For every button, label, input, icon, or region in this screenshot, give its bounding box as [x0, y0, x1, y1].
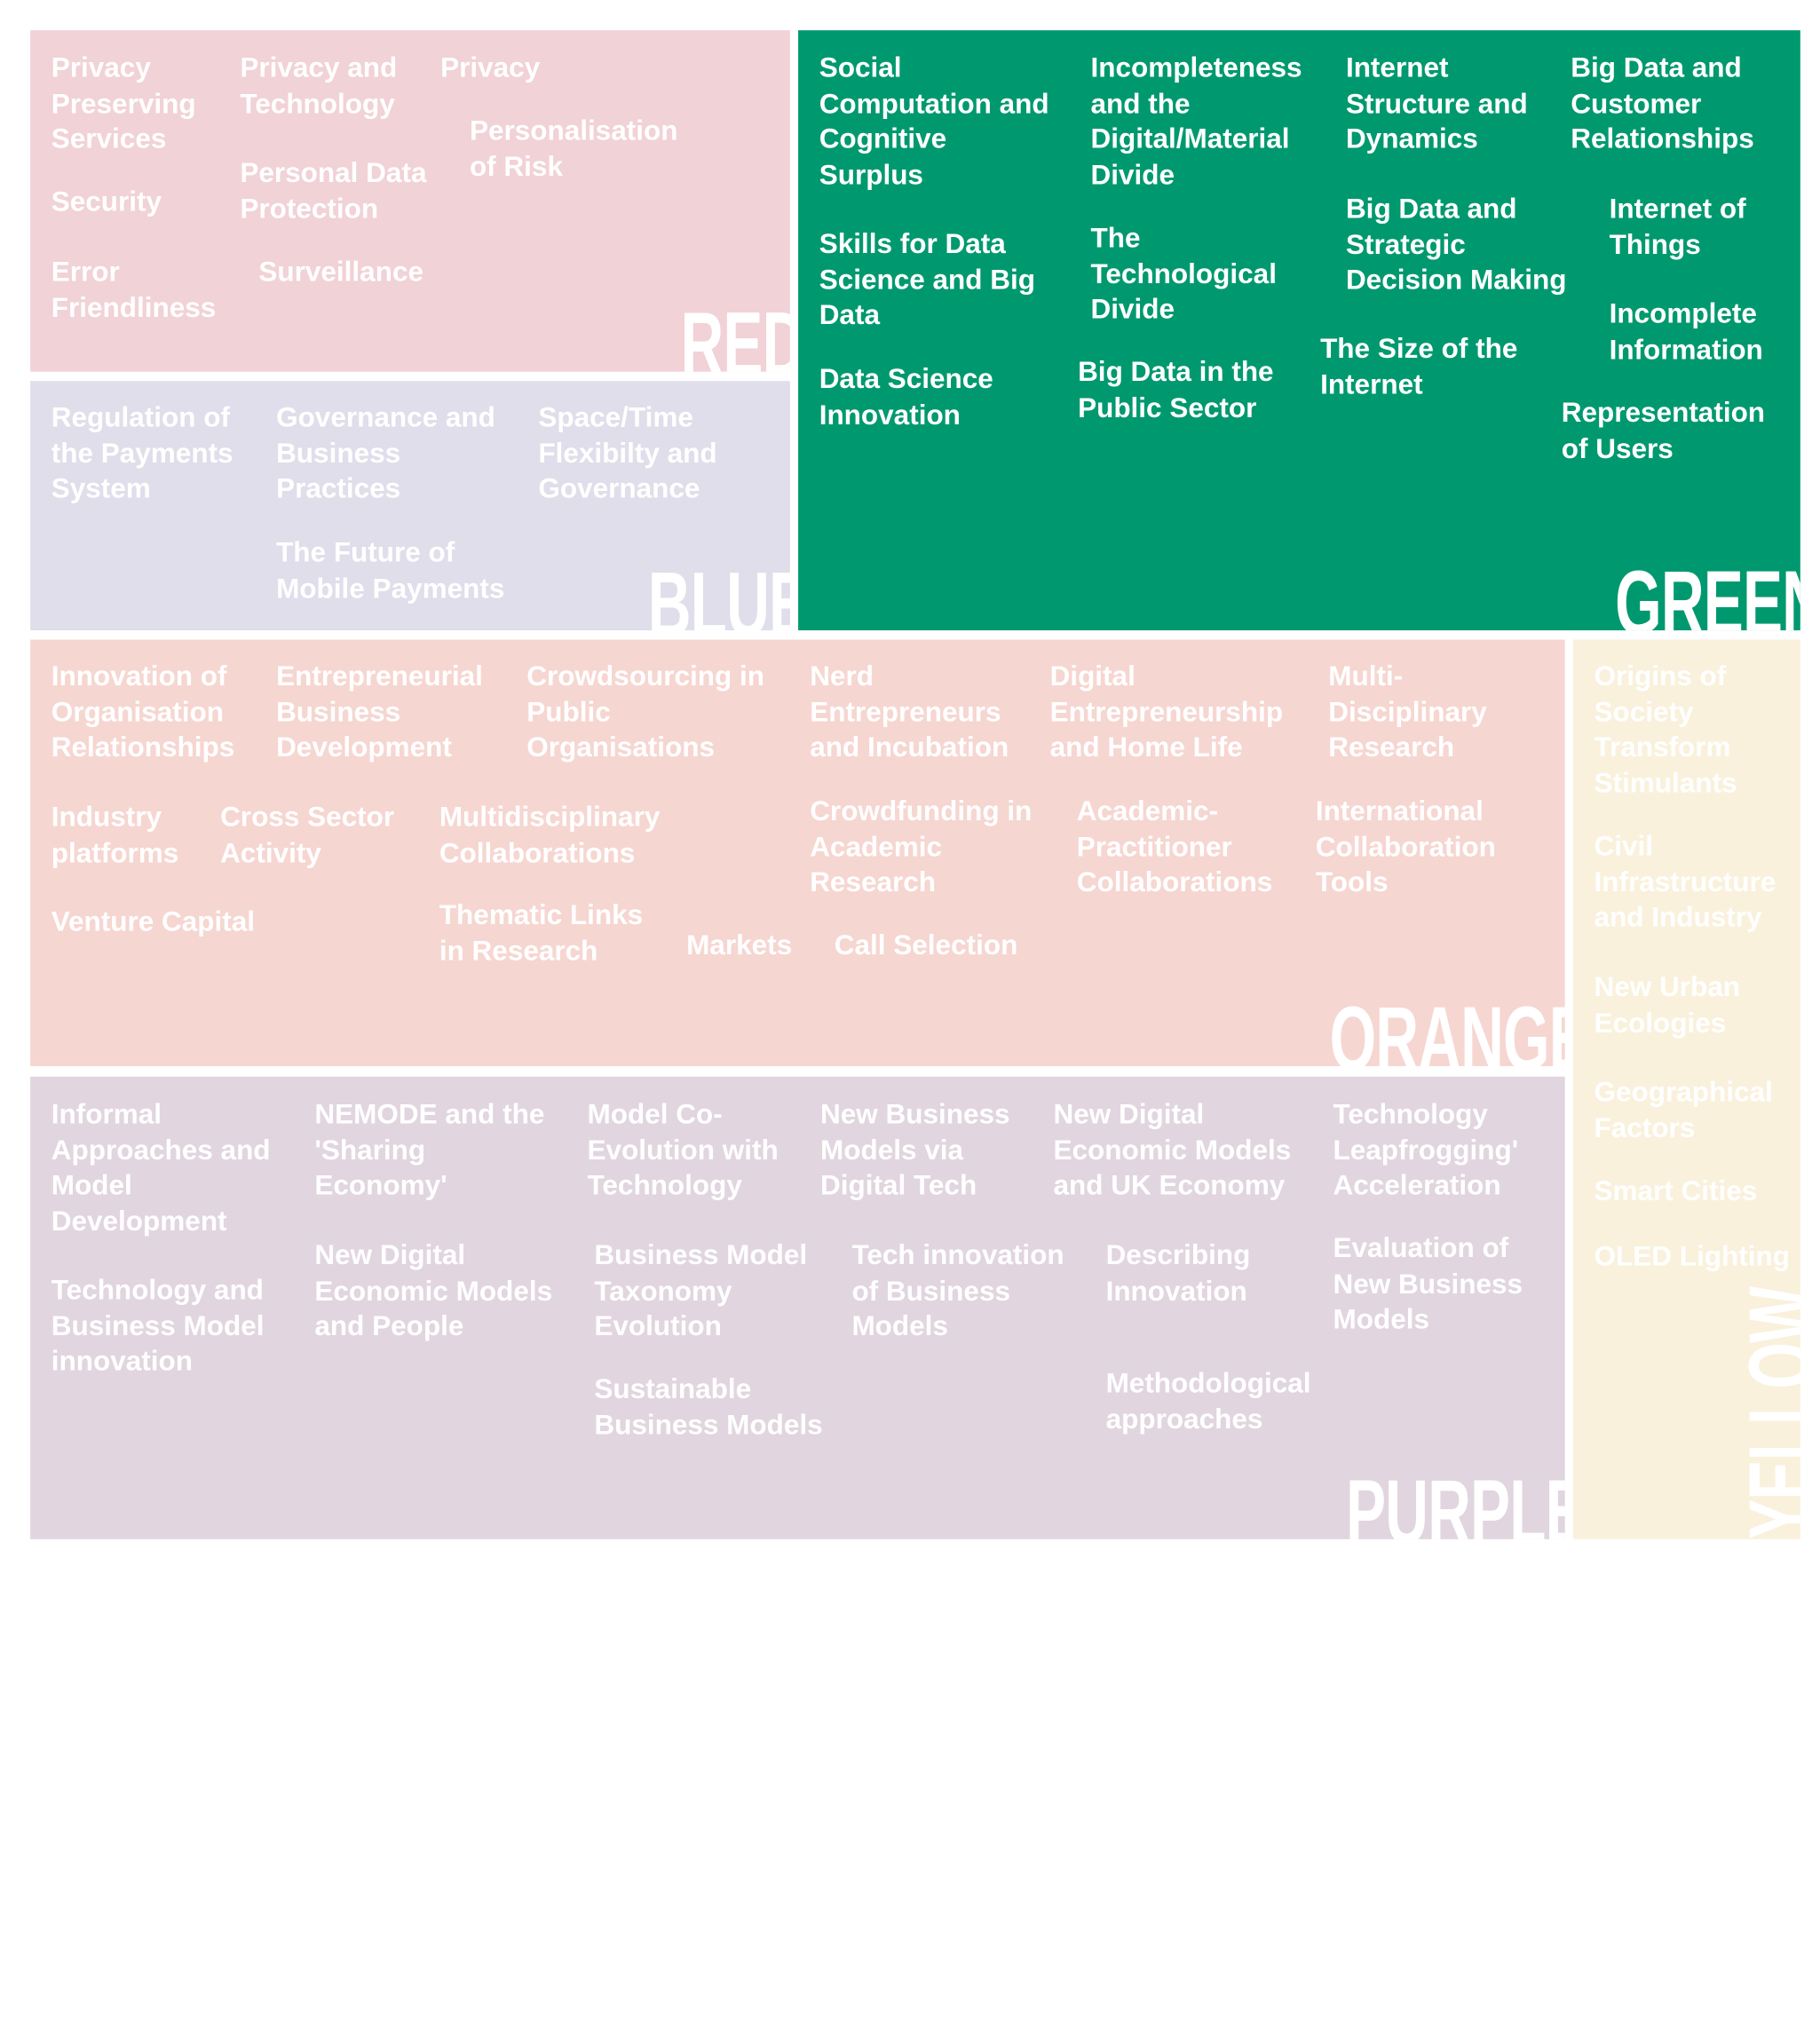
topic-item: Thematic Links in Research	[439, 899, 644, 967]
topic-item: Incompleteness and the Digital/Material …	[1090, 52, 1302, 191]
topic-item: Informal Approaches and Model Developmen…	[51, 1098, 271, 1237]
topic-item: OLED Lighting	[1594, 1240, 1790, 1273]
topic-item: Venture Capital	[51, 906, 256, 938]
topic-item: Big Data and Strategic Decision Making	[1345, 193, 1567, 297]
topic-item: Personal Data Protection	[240, 157, 427, 225]
topic-item: Tech innovation of Business Models	[851, 1239, 1064, 1343]
topic-item: Incomplete Information	[1609, 298, 1763, 366]
panel-red: Privacy Preserving Services Privacy and …	[30, 30, 790, 372]
topic-item: Multi- Disciplinary Research	[1328, 660, 1487, 763]
topic-item: Internet of Things	[1609, 193, 1746, 261]
topic-item: Markets	[686, 929, 793, 961]
topic-item: Crowdsourcing in Public Organisations	[526, 660, 764, 763]
topic-item: Cross Sector Activity	[220, 802, 395, 869]
topic-item: The Size of the Internet	[1320, 333, 1518, 400]
topic-item: Geographical Factors	[1594, 1076, 1773, 1144]
topic-item: Surveillance	[258, 256, 423, 289]
topic-item: NEMODE and the 'Sharing Economy'	[314, 1098, 545, 1202]
panel-title-green: GREEN	[1615, 550, 1800, 631]
topic-item: Crowdfunding in Academic Research	[810, 795, 1033, 898]
panel-title-red: RED	[680, 292, 790, 372]
topic-item: Smart Cities	[1594, 1175, 1758, 1207]
topic-item: New Business Models via Digital Tech	[820, 1098, 1010, 1202]
topic-item: Internet Structure and Dynamics	[1345, 52, 1528, 155]
topic-item: Skills for Data Science and Big Data	[819, 228, 1036, 331]
topic-item: Error Friendliness	[51, 256, 217, 324]
topic-item: The Future of Mobile Payments	[276, 537, 505, 605]
topic-item: Technology and Business Model innovation	[51, 1274, 265, 1378]
topic-item: Origins of Society Transform Stimulants	[1594, 660, 1737, 799]
topic-item: Big Data and Customer Relationships	[1571, 52, 1754, 155]
topic-item: Business Model Taxonomy Evolution	[594, 1239, 808, 1343]
topic-item: New Digital Economic Models and UK Econo…	[1053, 1098, 1292, 1202]
panel-green: Social Computation and Cognitive Surplus…	[798, 30, 1800, 631]
topic-item: Sustainable Business Models	[594, 1373, 823, 1441]
topic-item: Industry platforms	[51, 802, 179, 869]
topic-item: The Technological Divide	[1090, 222, 1277, 326]
topic-item: Call Selection	[834, 929, 1018, 961]
topic-item: Data Science Innovation	[819, 363, 993, 431]
topic-item: Digital Entrepreneurship and Home Life	[1049, 660, 1284, 763]
topic-item: Technology Leapfrogging' Acceleration	[1333, 1098, 1519, 1202]
topic-item: New Digital Economic Models and People	[314, 1239, 553, 1343]
panel-purple: Informal Approaches and Model Developmen…	[30, 1076, 1565, 1539]
panel-title-purple: PURPLE	[1345, 1459, 1565, 1539]
topic-item: Security	[51, 186, 162, 218]
topic-item: New Urban Ecologies	[1594, 971, 1741, 1040]
topic-item: Social Computation and Cognitive Surplus	[819, 52, 1049, 191]
topic-item: Academic- Practitioner Collaborations	[1076, 795, 1273, 898]
topic-item: Methodological approaches	[1105, 1367, 1311, 1435]
topic-item: Privacy and Technology	[240, 52, 398, 120]
topic-item: Model Co- Evolution with Technology	[587, 1098, 779, 1202]
topic-item: Innovation of Organisation Relationships	[51, 660, 235, 763]
topic-item: Personalisation of Risk	[469, 115, 678, 183]
panel-title-yellow: YELLOW	[1729, 1286, 1800, 1539]
topic-item: Entrepreneurial Business Development	[276, 660, 483, 763]
panel-title-blue: BLUE	[647, 552, 790, 631]
topic-item: Governance and Business Practices	[276, 401, 495, 505]
panel-blue: Regulation of the Payments System Govern…	[30, 381, 790, 631]
topic-item: International Collaboration Tools	[1315, 795, 1496, 898]
panel-yellow: Origins of Society Transform Stimulants …	[1572, 639, 1800, 1539]
topic-item: Evaluation of New Business Models	[1333, 1232, 1523, 1336]
panel-title-orange: ORANGE	[1329, 986, 1565, 1066]
topic-item: Regulation of the Payments System	[51, 401, 233, 505]
topic-item: Privacy	[440, 52, 541, 84]
topic-item: Space/Time Flexibilty and Governance	[538, 401, 717, 505]
topic-item: Representation of Users	[1561, 397, 1766, 465]
topic-item: Big Data in the Public Sector	[1078, 356, 1274, 424]
topic-item: Privacy Preserving Services	[51, 52, 196, 155]
topic-item: Multidisciplinary Collaborations	[439, 802, 661, 869]
panel-orange: Innovation of Organisation Relationships…	[30, 639, 1565, 1066]
topic-item: Describing Innovation	[1105, 1239, 1251, 1307]
topic-item: Nerd Entrepreneurs and Incubation	[810, 660, 1009, 763]
topic-item: Civil Infrastructure and Industry	[1594, 830, 1776, 934]
